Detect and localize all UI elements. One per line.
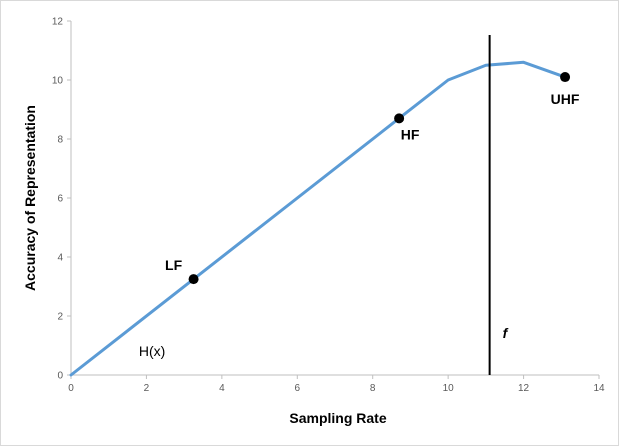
- x-tick-label: 10: [443, 383, 455, 394]
- y-tick-label: 8: [57, 135, 63, 146]
- point-label-lf: LF: [165, 257, 183, 273]
- x-tick-label: 0: [68, 383, 74, 394]
- y-tick-label: 6: [57, 194, 63, 205]
- series-layer: [69, 35, 567, 377]
- threshold-label: f: [503, 325, 509, 341]
- x-tick-label: 14: [593, 383, 605, 394]
- series-line: [69, 60, 567, 377]
- marker-layer: LF HF UHF: [165, 72, 580, 285]
- x-tick-label: 8: [370, 383, 376, 394]
- data-point-uhf: [560, 72, 571, 83]
- annotation-text: H(x): [139, 343, 165, 359]
- x-tick-label: 6: [295, 383, 301, 394]
- x-tick-label: 12: [518, 383, 530, 394]
- point-label-uhf: UHF: [551, 91, 580, 107]
- y-tick-label: 10: [52, 76, 64, 87]
- x-tick-label: 4: [219, 383, 225, 394]
- y-tick-label: 12: [52, 17, 64, 28]
- annotation-layer: f H(x): [139, 325, 509, 359]
- y-tick-label: 2: [57, 312, 63, 323]
- data-point-lf: [188, 274, 199, 285]
- y-tick-label: 4: [57, 253, 63, 264]
- data-point-hf: [394, 113, 405, 124]
- y-axis-title: Accuracy of Representation: [22, 105, 38, 291]
- x-axis-title: Sampling Rate: [289, 410, 386, 426]
- x-tick-label: 2: [144, 383, 150, 394]
- y-tick-label: 0: [57, 371, 63, 382]
- axes: 0 2 4 6 8 10 12 14 0 2 4 6 8 10 12: [52, 17, 605, 395]
- point-label-hf: HF: [401, 126, 420, 142]
